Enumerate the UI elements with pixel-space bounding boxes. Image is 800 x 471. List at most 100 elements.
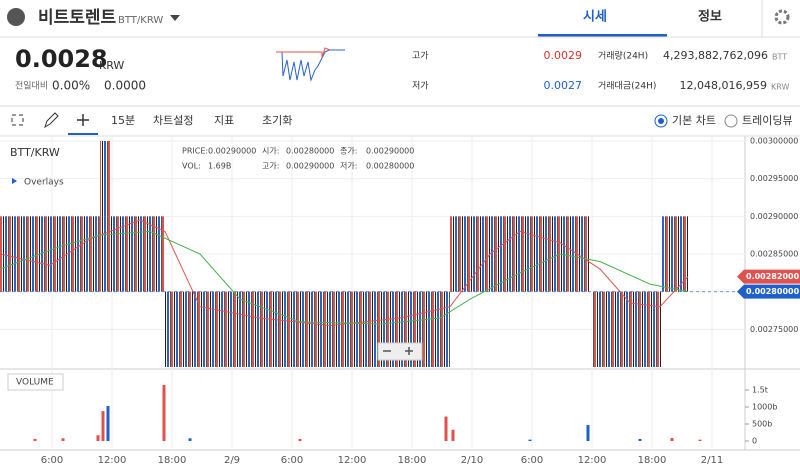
- overlays[interactable]: Overlays: [24, 178, 64, 188]
- volume-bar: [188, 438, 192, 441]
- volume-bar: [451, 429, 455, 441]
- overlay-toggle[interactable]: [12, 178, 17, 184]
- x-tick-label: 2/10: [461, 455, 483, 466]
- chart-title: BTT/KRW: [10, 146, 60, 159]
- tab-active[interactable]: 시세: [583, 10, 607, 25]
- stat-label: 거래대금(24H): [598, 81, 656, 92]
- volume-bar: [298, 438, 302, 441]
- x-tick-label: 6:00: [41, 455, 63, 466]
- radio-checked[interactable]: [654, 114, 668, 128]
- price-marker-label: 0.00280000: [746, 287, 800, 296]
- x-tick-label: 2/11: [701, 455, 723, 466]
- volume-bar: [444, 416, 448, 441]
- volume-bar: [670, 437, 674, 441]
- y2-tick-label: 500b: [752, 420, 772, 429]
- y2-tick-label: 1.5t: [752, 386, 768, 395]
- header: 비트토렌트 BTT/KRW 시세 정보: [0, 0, 800, 38]
- info-label: 저가:: [340, 162, 357, 171]
- dropdown[interactable]: [170, 15, 180, 21]
- stat-label: 거래량(24H): [598, 50, 648, 62]
- crosshair-icon[interactable]: [77, 114, 89, 126]
- chart-settings[interactable]: 차트설정: [153, 114, 193, 127]
- moving-average: [0, 230, 689, 325]
- interval[interactable]: 15분: [111, 114, 135, 127]
- current-price: 0.0028: [15, 45, 108, 73]
- mini-chart: [276, 47, 331, 59]
- tab-underline: [538, 34, 667, 37]
- settings-icon[interactable]: [774, 9, 790, 25]
- chart-overlay: BTT/KRW Overlays PRICE: 0.00290000 시가: 0…: [7, 146, 423, 391]
- stat-label: 고가: [412, 51, 429, 62]
- x-tick-label: 12:00: [578, 455, 607, 466]
- fullscreen-icon[interactable]: [11, 114, 24, 126]
- x-tick-label: 18:00: [398, 455, 427, 466]
- chart: 6:00 12:00 18:00 2/9 6:00 12:00 18:00 2/10 6:00 1…: [0, 136, 800, 466]
- y2-tick-label: 1000b: [752, 403, 777, 412]
- tool-active: [68, 133, 98, 135]
- volume-bar: [61, 438, 65, 441]
- volume-box: [7, 373, 64, 391]
- volume-bar: [33, 438, 37, 441]
- moving-average: [0, 219, 689, 327]
- stat-unit: BTT: [772, 53, 787, 62]
- y2-tick-label: 0: [752, 437, 757, 446]
- reset[interactable]: 초기화: [262, 114, 292, 127]
- volume-bar: [528, 439, 532, 441]
- candle-block: [100, 140, 110, 217]
- mini-chart: [276, 49, 345, 82]
- zoom-buttons[interactable]: [383, 347, 413, 355]
- radio-dot: [658, 118, 664, 124]
- info-value: 0.00280000: [286, 147, 334, 156]
- stat-label: 저가: [412, 81, 429, 92]
- volume-bar: [638, 438, 642, 441]
- info-value: 0.00280000: [366, 162, 414, 171]
- change-amount: 0.0000: [104, 79, 146, 93]
- coin-name: 비트토렌트: [38, 8, 117, 28]
- stat-unit: KRW: [771, 83, 789, 92]
- info-label: PRICE:: [182, 147, 208, 156]
- info-value: 1.69B: [208, 162, 231, 171]
- x-tick-label: 6:00: [281, 455, 303, 466]
- pen-icon[interactable]: [44, 112, 59, 129]
- info-label: 시가:: [262, 147, 279, 156]
- candle-block: [662, 216, 688, 292]
- volume-bar: [162, 384, 166, 441]
- x-tick-label: 6:00: [521, 455, 543, 466]
- radio[interactable]: [724, 114, 738, 128]
- change-label: 전일대비: [15, 81, 48, 92]
- x-tick-label: 2/9: [224, 455, 240, 466]
- price-marker-label: 0.00282000: [746, 272, 800, 281]
- candle-block: [110, 216, 165, 292]
- x-tick-label: 12:00: [98, 455, 127, 466]
- volume-bar: [101, 411, 105, 441]
- y-tick-label: 0.00295000: [750, 174, 798, 183]
- candle-block: [592, 291, 662, 367]
- info-value: 0.00290000: [208, 147, 256, 156]
- info-value: 0.00290000: [366, 147, 414, 156]
- volume-title: VOLUME: [16, 378, 54, 388]
- volume-bar: [698, 439, 702, 441]
- tradingview[interactable]: 트레이딩뷰: [742, 114, 793, 127]
- x-tick-label: 12:00: [338, 455, 367, 466]
- stat-value: 4,293,882,762,096: [663, 49, 768, 62]
- y-tick-label: 0.00300000: [750, 136, 798, 145]
- info-label: 고가:: [262, 162, 279, 171]
- pair: BTT/KRW: [118, 15, 163, 26]
- price-marker: [737, 284, 800, 299]
- toolbar: 15분 차트설정 지표 초기화 기본 차트 트레이딩뷰: [0, 112, 800, 137]
- zoom-control: [377, 342, 423, 361]
- y-tick-label: 0.00275000: [750, 325, 798, 334]
- volume-bar: [106, 405, 110, 441]
- basic-chart[interactable]: 기본 차트: [672, 114, 716, 127]
- info-label: VOL:: [182, 162, 201, 171]
- y-tick-label: 0.00290000: [750, 212, 798, 221]
- candle-block: [450, 216, 590, 292]
- change-pct: 0.00%: [52, 79, 90, 93]
- info-value: 0.00290000: [286, 162, 334, 171]
- stat-value: 0.0027: [544, 79, 583, 92]
- tab[interactable]: 정보: [698, 9, 722, 25]
- indicators[interactable]: 지표: [214, 114, 234, 127]
- coin-logo: [7, 8, 25, 26]
- candle-block: [0, 216, 110, 292]
